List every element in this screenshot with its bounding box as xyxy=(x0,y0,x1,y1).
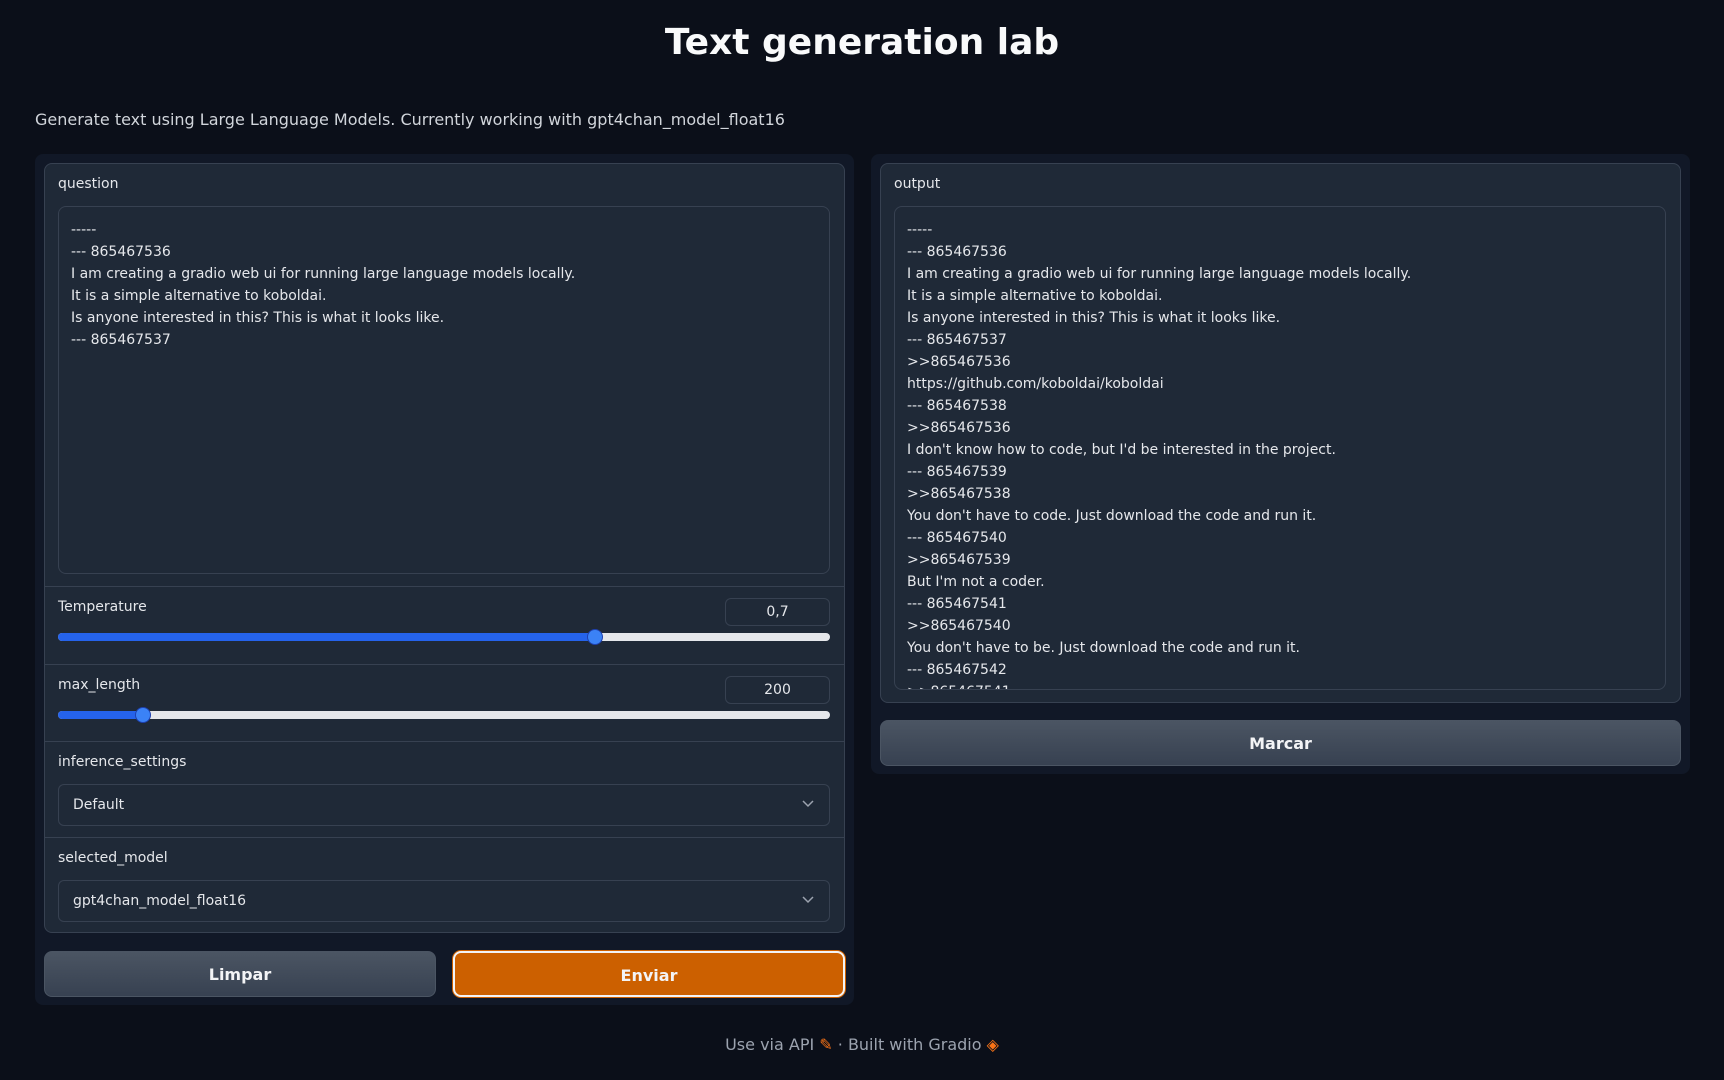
text-line: You don't have to code. Just download th… xyxy=(907,508,1317,524)
text-line: I am creating a gradio web ui for runnin… xyxy=(71,266,576,282)
text-line: --- 865467536 xyxy=(907,244,1007,260)
flag-button[interactable]: Marcar xyxy=(880,720,1681,766)
description: Generate text using Large Language Model… xyxy=(35,110,785,129)
text-line: https://github.com/koboldai/koboldai xyxy=(907,376,1164,392)
text-line: --- 865467542 xyxy=(907,662,1007,678)
submit-button[interactable]: Enviar xyxy=(453,951,845,997)
max-length-label: max_length xyxy=(58,677,141,693)
temperature-label: Temperature xyxy=(58,599,147,615)
slider-fill xyxy=(58,711,143,719)
footer: Use via API ✎ · Built with Gradio ◈ xyxy=(725,1035,999,1054)
text-line: --- 865467537 xyxy=(907,332,1007,348)
max-length-slider[interactable] xyxy=(58,711,830,719)
text-line: You don't have to be. Just download the … xyxy=(907,640,1300,656)
question-textarea[interactable]: ----- --- 865467536 I am creating a gradio… xyxy=(58,206,830,574)
text-line: I don't know how to code, but I'd be int… xyxy=(907,442,1336,458)
text-line: --- 865467536 xyxy=(71,244,171,260)
max-length-input[interactable]: 200 xyxy=(725,676,830,704)
temperature-input[interactable]: 0,7 xyxy=(725,598,830,626)
separator xyxy=(45,586,844,587)
model-dropdown[interactable]: gpt4chan_model_float16 xyxy=(58,880,830,922)
text-line: --- 865467537 xyxy=(71,332,171,348)
text-line: Is anyone interested in this? This is wh… xyxy=(71,310,445,326)
text-line: ----- xyxy=(907,222,933,238)
title: Text generation lab xyxy=(664,22,1060,63)
separator xyxy=(45,664,844,665)
chevron xyxy=(802,800,814,808)
text-line: --- 865467538 xyxy=(907,398,1007,414)
text-line: >>865467540 xyxy=(907,618,1011,634)
inference-dropdown[interactable]: Default xyxy=(58,784,830,826)
clear-button[interactable]: Limpar xyxy=(44,951,436,997)
slider-thumb[interactable] xyxy=(135,707,151,723)
gradio-link[interactable]: Built with Gradio xyxy=(847,1035,982,1054)
text-line: --- 865467540 xyxy=(907,530,1007,546)
text-line: >>865467536 xyxy=(907,420,1011,436)
text-line: But I'm not a coder. xyxy=(907,574,1045,590)
question-label: question xyxy=(58,176,119,192)
text-line: >>865467541 xyxy=(907,681,1653,689)
dropdown-value: Default xyxy=(73,797,125,813)
api-link[interactable]: Use via API xyxy=(725,1035,815,1054)
separator xyxy=(45,837,844,838)
slider-thumb[interactable] xyxy=(587,629,603,645)
text-line: --- 865467539 xyxy=(907,464,1007,480)
inference-label: inference_settings xyxy=(58,754,187,770)
text-line: It is a simple alternative to koboldai. xyxy=(71,288,327,304)
dropdown-value: gpt4chan_model_float16 xyxy=(73,893,247,909)
slider-fill xyxy=(58,633,595,641)
text-line: >>865467536 xyxy=(907,354,1011,370)
text-line: >>865467538 xyxy=(907,486,1011,502)
model-label: selected_model xyxy=(58,850,168,866)
output-label: output xyxy=(894,176,941,192)
text-line: Is anyone interested in this? This is wh… xyxy=(907,310,1281,326)
text-line: ----- xyxy=(71,222,97,238)
text-line: I am creating a gradio web ui for runnin… xyxy=(907,266,1412,282)
output-textarea: ----- --- 865467536 I am creating a gradio… xyxy=(894,206,1666,690)
separator xyxy=(45,741,844,742)
text-line: It is a simple alternative to koboldai. xyxy=(907,288,1163,304)
text-line: >>865467539 xyxy=(907,552,1011,568)
chevron xyxy=(802,896,814,904)
text-line: --- 865467541 xyxy=(907,596,1007,612)
